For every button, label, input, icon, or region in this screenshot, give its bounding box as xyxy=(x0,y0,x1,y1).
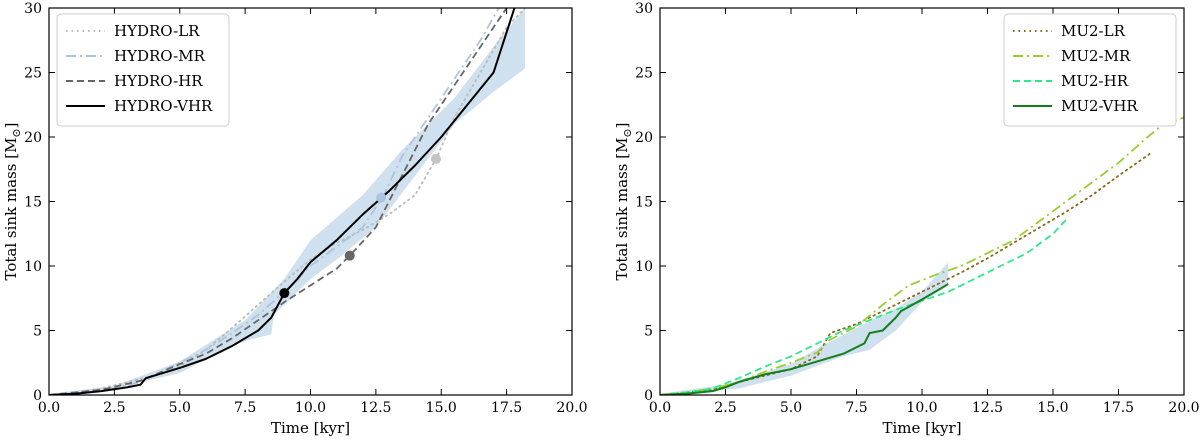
legend-label-mu2-hr: MU2-HR xyxy=(1061,72,1129,90)
x-tick-label: 12.5 xyxy=(972,400,1003,416)
x-tick-label: 15.0 xyxy=(426,400,457,416)
legend: MU2-LR MU2-MR MU2-HR MU2-VHR xyxy=(1003,13,1177,127)
legend: HYDRO-LR HYDRO-MR HYDRO-HR HYDRO-VHR xyxy=(56,13,230,127)
series-line-mu2-lr xyxy=(660,152,1151,395)
legend-box xyxy=(56,13,230,127)
y-tick-label: 30 xyxy=(635,1,653,17)
legend-label-hydro-lr: HYDRO-LR xyxy=(114,22,200,40)
y-axis-label-text: Total sink mass [M xyxy=(2,138,20,281)
x-tick-label: 7.5 xyxy=(845,400,867,416)
series-marker-hydro-mr xyxy=(376,192,387,203)
y-axis-label-symbol: ⊙ xyxy=(10,128,23,137)
uncertainty-band xyxy=(660,262,949,395)
x-tick-label: 20.0 xyxy=(1168,400,1199,416)
legend-label-mu2-mr: MU2-MR xyxy=(1061,47,1131,65)
series-line-hydro-hr xyxy=(49,8,508,395)
x-tick-label: 15.0 xyxy=(1037,400,1068,416)
y-tick-label: 0 xyxy=(644,388,653,404)
y-axis-label: Total sink mass [M⊙] xyxy=(613,122,634,280)
series-marker-hydro-lr xyxy=(431,153,442,164)
x-tick-label: 0.0 xyxy=(649,400,671,416)
y-axis-label-close: ] xyxy=(2,122,20,128)
series-line-mu2-mr xyxy=(660,116,1184,395)
chart-panel-1: 0.0 2.5 5.0 7.5 10.0 12.5 15.0 17.5 20.0 0 5 10 15 20… xyxy=(2,1,588,437)
y-tick-label: 0 xyxy=(33,388,42,404)
y-tick-label: 10 xyxy=(635,259,653,275)
y-axis-label: Total sink mass [M⊙] xyxy=(2,122,23,280)
x-tick-label: 17.5 xyxy=(491,400,522,416)
plot-area xyxy=(49,8,526,395)
y-tick-label: 20 xyxy=(635,130,653,146)
x-tick-label: 10.0 xyxy=(295,400,326,416)
x-tick-label: 12.5 xyxy=(360,400,391,416)
y-axis-label-text: Total sink mass [M xyxy=(613,138,631,281)
y-tick-label: 5 xyxy=(644,324,653,340)
x-axis-label: Time [kyr] xyxy=(882,419,961,437)
x-tick-label: 20.0 xyxy=(556,400,587,416)
y-tick-label: 20 xyxy=(24,130,42,146)
plot-area xyxy=(660,116,1184,395)
series-marker-hydro-vhr xyxy=(279,288,290,299)
x-tick-label: 10.0 xyxy=(906,400,937,416)
legend-box xyxy=(1003,13,1177,127)
y-tick-label: 10 xyxy=(24,259,42,275)
legend-label-hydro-mr: HYDRO-MR xyxy=(114,47,206,65)
y-tick-label: 25 xyxy=(24,66,42,82)
y-tick-label: 15 xyxy=(635,195,653,211)
x-tick-label: 7.5 xyxy=(234,400,256,416)
y-tick-label: 15 xyxy=(24,195,42,211)
x-tick-label: 5.0 xyxy=(780,400,802,416)
x-tick-label: 2.5 xyxy=(714,400,736,416)
y-axis-label-symbol: ⊙ xyxy=(621,128,634,137)
legend-label-mu2-lr: MU2-LR xyxy=(1061,22,1126,40)
legend-label-mu2-vhr: MU2-VHR xyxy=(1061,97,1138,115)
x-tick-label: 17.5 xyxy=(1103,400,1134,416)
legend-label-hydro-hr: HYDRO-HR xyxy=(114,72,203,90)
series-line-hydro-vhr xyxy=(49,8,516,395)
y-tick-label: 25 xyxy=(635,66,653,82)
chart-panel-2: 0.0 2.5 5.0 7.5 10.0 12.5 15.0 17.5 20.0 0 5 10 15 20… xyxy=(613,1,1200,437)
y-axis-label-close: ] xyxy=(613,122,631,128)
x-tick-label: 5.0 xyxy=(169,400,191,416)
series-line-mu2-vhr xyxy=(660,283,949,395)
y-tick-label: 30 xyxy=(24,1,42,17)
legend-label-hydro-vhr: HYDRO-VHR xyxy=(114,97,213,115)
series-line-mu2-hr xyxy=(660,216,1070,395)
x-axis-label: Time [kyr] xyxy=(271,419,350,437)
x-tick-label: 0.0 xyxy=(38,400,60,416)
x-tick-label: 2.5 xyxy=(103,400,125,416)
y-tick-label: 5 xyxy=(33,324,42,340)
series-marker-hydro-hr xyxy=(344,250,355,261)
